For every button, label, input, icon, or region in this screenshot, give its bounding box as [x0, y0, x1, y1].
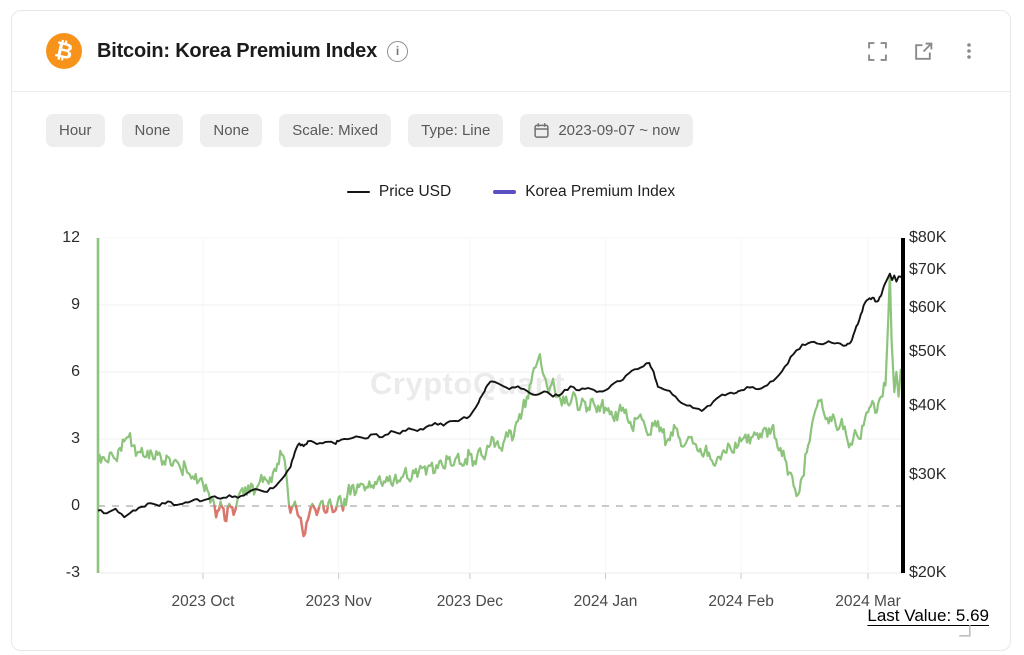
info-icon[interactable]: i — [387, 40, 409, 62]
y-axis-left-tick: 12 — [62, 229, 80, 246]
y-axis-right-tick: $40K — [909, 396, 947, 414]
chart-plot-area[interactable]: CryptoQuant Last Value: 5.69 12 9 6 3 0 -3 $80… — [12, 216, 1010, 650]
x-axis-tick: 2023 Dec — [436, 593, 504, 610]
last-value-label: Last Value: 5.69 — [867, 606, 989, 625]
toolbar: Hour None None Scale: Mixed Type: Line 2… — [46, 114, 1010, 147]
interval-chip[interactable]: Hour — [46, 114, 105, 147]
y-axis-left-tick: 9 — [71, 296, 80, 313]
fullscreen-icon — [867, 41, 887, 61]
fullscreen-button[interactable] — [866, 40, 888, 62]
korea-premium-swatch — [493, 190, 517, 194]
y-axis-left-tick: 0 — [71, 497, 80, 514]
open-in-new-button[interactable] — [912, 40, 934, 62]
y-axis-right-tick: $80K — [909, 229, 947, 246]
chart-canvas — [96, 237, 905, 579]
y-axis-right-tick: $50K — [909, 342, 947, 360]
legend-item-price-usd[interactable]: Price USD — [346, 183, 452, 201]
legend-item-korea-premium[interactable]: Korea Premium Index — [493, 183, 675, 201]
kebab-menu-icon — [967, 43, 971, 59]
legend-label: Price USD — [378, 183, 452, 200]
open-in-new-icon — [914, 42, 932, 60]
header: ₿ Bitcoin: Korea Premium Index i — [12, 11, 1010, 92]
y-axis-right-tick: $60K — [909, 298, 947, 316]
legend-label: Korea Premium Index — [525, 183, 676, 200]
x-axis-tick: 2024 Jan — [573, 593, 638, 610]
filter-chip-2[interactable]: None — [200, 114, 263, 147]
y-axis-left-tick: -3 — [65, 564, 80, 581]
x-axis-tick: 2023 Oct — [171, 593, 235, 610]
calendar-icon — [534, 123, 549, 138]
bitcoin-icon: ₿ — [46, 33, 82, 69]
y-axis-left-tick: 6 — [71, 363, 80, 380]
y-axis-right-tick: $20K — [909, 564, 947, 581]
kebab-menu-button[interactable] — [958, 40, 980, 62]
x-axis-tick: 2023 Nov — [305, 593, 372, 610]
legend: Price USD Korea Premium Index — [12, 183, 1010, 201]
type-chip[interactable]: Type: Line — [408, 114, 504, 147]
x-axis-tick: 2024 Feb — [708, 593, 774, 610]
y-axis-right-tick: $70K — [909, 261, 947, 279]
scale-chip[interactable]: Scale: Mixed — [279, 114, 392, 147]
date-range-chip[interactable]: 2023-09-07 ~ now — [520, 114, 693, 147]
price-usd-swatch — [346, 191, 370, 193]
chart-widget-card: ₿ Bitcoin: Korea Premium Index i — [11, 10, 1011, 651]
y-axis-right-tick: $30K — [909, 466, 947, 484]
y-axis-left-tick: 3 — [71, 430, 80, 447]
filter-chip-1[interactable]: None — [121, 114, 184, 147]
x-axis-tick: 2024 Mar — [835, 593, 901, 610]
resize-handle-icon[interactable] — [956, 622, 973, 644]
page-title: Bitcoin: Korea Premium Index — [97, 39, 378, 62]
